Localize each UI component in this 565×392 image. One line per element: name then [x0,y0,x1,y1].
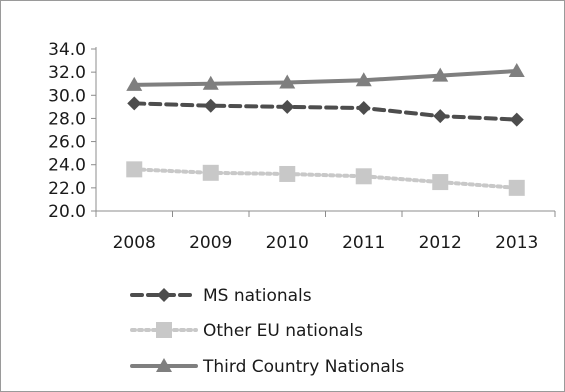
x-tick-label: 2009 [189,233,232,253]
y-tick-label: 28.0 [48,109,86,129]
series-line [132,68,519,87]
legend-item: Third Country Nationals [130,357,405,377]
data-point [433,109,448,124]
data-point [508,179,525,196]
data-point [432,174,449,191]
x-tick-label: 2010 [266,233,309,253]
legend-item: Other EU nationals [130,321,363,341]
data-point [203,98,218,113]
legend-marker [157,288,171,302]
data-point [202,164,219,181]
legend: MS nationals Other EU nationals Third Coun… [130,286,405,377]
y-tick-label: 22.0 [48,179,86,199]
legend-marker [156,322,172,338]
data-point [126,76,143,91]
data-point [279,74,296,89]
x-tick-label: 2012 [419,233,462,253]
legend-label: MS nationals [203,286,312,306]
y-tick-label: 34.0 [48,40,86,60]
legend-marker [156,358,172,372]
data-point [509,112,524,127]
legend-label: Other EU nationals [203,321,363,341]
series-line [132,167,519,190]
x-tick-label: 2013 [495,233,538,253]
y-tick-labels: 20.0 22.0 24.0 26.0 28.0 30.0 32.0 34.0 [48,40,86,222]
data-point [127,96,142,111]
legend-item: MS nationals [130,286,312,306]
data-point [508,62,525,77]
y-tick-label: 26.0 [48,133,86,153]
x-tick-labels: 2008 2009 2010 2011 2012 2013 [113,233,539,253]
series-diamond [127,96,524,127]
x-tick-label: 2008 [113,233,156,253]
legend-label: Third Country Nationals [202,357,405,377]
y-tick-label: 24.0 [48,156,86,176]
data-point [432,67,449,82]
y-tick-label: 20.0 [48,202,86,222]
axes [91,47,556,217]
series-triangle [126,62,525,91]
series-layer [126,62,525,196]
data-point [126,161,143,178]
data-point [280,99,295,114]
data-point [355,72,372,87]
data-point [202,75,219,90]
data-point [356,101,371,116]
y-tick-label: 32.0 [48,63,86,83]
series-line [132,101,519,122]
series-square [126,161,525,196]
data-point [279,165,296,182]
y-tick-label: 30.0 [48,86,86,106]
data-point [355,168,372,185]
x-tick-label: 2011 [342,233,385,253]
